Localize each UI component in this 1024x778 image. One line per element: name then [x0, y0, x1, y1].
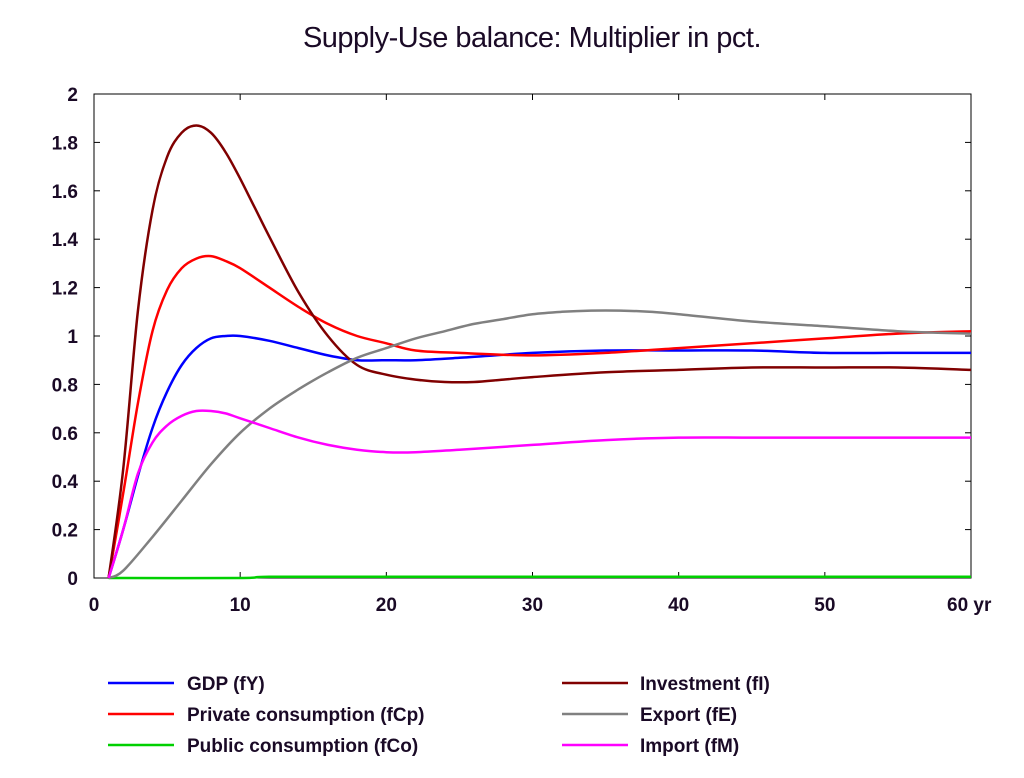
y-tick-label: 0 — [67, 569, 78, 590]
tick-marks: 00.20.40.60.811.21.41.61.820 10 20 30 40 50 60… — [52, 85, 992, 616]
y-tick-label: 1.6 — [52, 182, 78, 203]
series-line-import-fm — [107, 409, 971, 579]
y-tick-label: 0.2 — [52, 521, 78, 542]
legend-label-import-fm: Import (fM) — [640, 736, 739, 757]
y-tick-label: 1 — [67, 327, 78, 348]
x-tick-label: 10 — [230, 595, 251, 616]
series-line-investment-fi — [107, 124, 972, 579]
legend-label-investment-fi: Investment (fI) — [640, 674, 770, 695]
x-tick-label: 50 — [814, 595, 835, 616]
series-line-private-consumption-fcp — [107, 254, 972, 579]
legend-label-private-consumption-fcp: Private consumption (fCp) — [187, 705, 425, 726]
x-tick-label: 60 yr — [947, 595, 992, 616]
y-tick-label: 1.4 — [52, 230, 79, 251]
legend-label-public-consumption-fco: Public consumption (fCo) — [187, 736, 418, 757]
legend: GDP (fY) Private consumption (fCp) Public … — [108, 674, 770, 757]
legend-label-export-fe: Export (fE) — [640, 705, 737, 726]
y-tick-label: 0.8 — [52, 375, 78, 396]
series-lines — [107, 124, 972, 580]
legend-label-gdp-fy: GDP (fY) — [187, 674, 265, 695]
y-tick-label: 1.8 — [52, 133, 78, 154]
y-tick-label: 1.2 — [52, 279, 78, 300]
chart-title: Supply-Use balance: Multiplier in pct. — [302, 22, 762, 54]
x-tick-label: 30 — [522, 595, 543, 616]
x-tick-label: 40 — [668, 595, 689, 616]
x-tick-label: 0 — [89, 595, 100, 616]
series-line-gdp-fy — [107, 334, 971, 579]
series-line-public-consumption-fco — [108, 575, 971, 580]
series-line-export-fe — [108, 309, 972, 580]
x-tick-label: 20 — [376, 595, 397, 616]
y-tick-label: 0.6 — [52, 424, 78, 445]
y-tick-label: 2 — [67, 85, 78, 106]
y-tick-label: 0.4 — [52, 472, 79, 493]
